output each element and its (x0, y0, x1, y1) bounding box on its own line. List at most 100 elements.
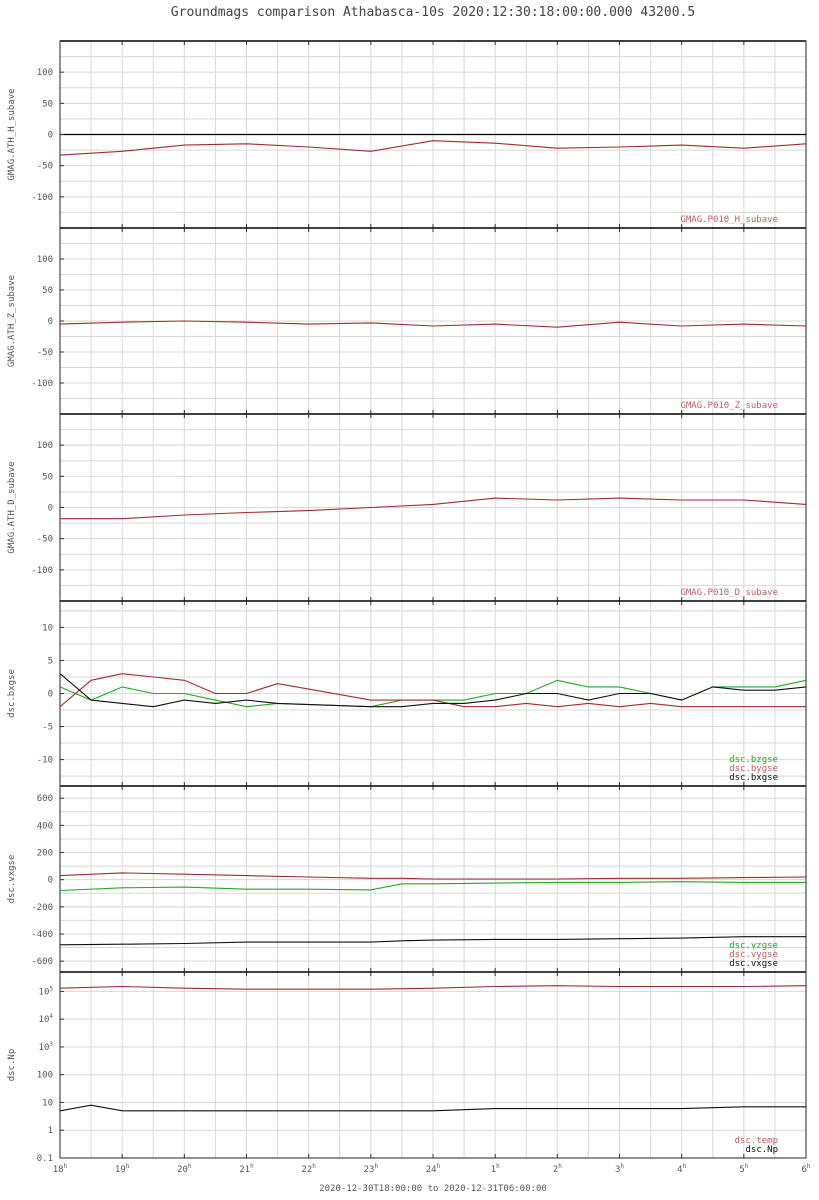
y-tick-label: 0 (48, 317, 53, 327)
y-tick-label: -10 (37, 756, 53, 766)
legend-entry: GMAG.P010_D_subave (680, 588, 778, 598)
y-tick-label: -100 (31, 379, 53, 389)
y-tick-label: 105 (39, 985, 54, 997)
y-tick-label: 10 (42, 623, 53, 633)
series-line-dsc-vzgse (60, 881, 806, 892)
legend-entry: dsc.temp (735, 1136, 778, 1146)
y-tick-label: -100 (31, 566, 53, 576)
series-line-dsc-np (60, 1104, 806, 1112)
series-line-gmag-p010-d-subave (60, 497, 806, 520)
y-tick-label: 600 (37, 794, 53, 804)
panel-4: 1050-5-10dsc.bxgsedsc.bzgsedsc.bygsedsc.… (7, 600, 807, 787)
x-tick-suffix: h (126, 1163, 130, 1170)
x-tick-suffix: h (374, 1163, 378, 1170)
series-line-dsc-vygse (60, 872, 806, 880)
y-tick-label: 0.1 (37, 1154, 53, 1164)
legend-entry: dsc.bygse (729, 764, 778, 774)
y-tick-exponent: 4 (49, 1013, 53, 1020)
x-tick-label: 23h (364, 1163, 379, 1175)
panel-2: 100 50 0 -50 -100 GMAG.ATH_Z_subave GMAG.P010_… (7, 227, 807, 415)
y-tick-label: 0 (48, 131, 53, 141)
legend-entry: GMAG.P010_Z_subave (680, 401, 778, 411)
legend-entry: dsc.bzgse (729, 755, 778, 765)
x-axis-label: 2020-12-30T18:00:00 to 2020-12-31T06:00:… (319, 1184, 547, 1194)
panels: 100500-50-100GMAG.ATH_H_subaveGMAG.P010_… (7, 40, 811, 1175)
y-tick-label: 0 (48, 504, 53, 514)
series-line-dsc-vxgse (60, 936, 806, 946)
y-tick-label: 100 (37, 441, 53, 451)
y-tick-label: -5 (42, 723, 53, 733)
series-line-dsc-bygse (60, 673, 806, 708)
x-tick-suffix: h (188, 1163, 192, 1170)
y-tick-label: 0 (48, 690, 53, 700)
legend-entry: dsc.bxgse (729, 773, 778, 783)
y-tick-exponent: 3 (49, 1041, 53, 1048)
x-tick-label: 5h (739, 1163, 748, 1175)
panel-5: 600 400 200 0 -200 -400 -600 dsc.vxgse dsc.vzgse… (7, 785, 807, 973)
legend-entry: dsc.vzgse (729, 941, 778, 951)
y-tick-label: 103 (39, 1041, 54, 1053)
y-axis-label: GMAG.ATH_H_subave (7, 88, 17, 180)
legend-entry: dsc.vxgse (729, 959, 778, 969)
panel-1: 100 50 0 -50 -100 GMAG.ATH_H_subave GMAG.P010_… (7, 40, 807, 229)
y-tick-label: 50 (42, 99, 53, 109)
y-tick-label: 104 (39, 1013, 54, 1025)
y-tick-label: 200 (37, 849, 53, 859)
x-tick-label: 18h (53, 1163, 68, 1175)
y-tick-label: -600 (31, 957, 53, 967)
y-tick-label: 50 (42, 472, 53, 482)
x-tick-label: 21h (239, 1163, 254, 1175)
y-tick-label: 1 (48, 1126, 53, 1136)
y-tick-label: 100 (37, 68, 53, 78)
series-line-gmag-p010-z-subave (60, 320, 806, 328)
y-axis-label: dsc.vxgse (7, 855, 17, 904)
legend-entry: GMAG.P010_H_subave (680, 215, 778, 225)
x-tick-suffix: h (558, 1163, 562, 1170)
x-tick-suffix: h (437, 1163, 441, 1170)
y-tick-label: -50 (37, 348, 53, 358)
x-tick-suffix: h (620, 1163, 624, 1170)
y-axis-label: dsc.bxgse (7, 669, 17, 718)
series-line-dsc-temp (60, 985, 806, 990)
x-tick-label: 24h (426, 1163, 441, 1175)
y-tick-label: -100 (31, 193, 53, 203)
x-tick-suffix: h (64, 1163, 68, 1170)
y-tick-label: 5 (48, 656, 53, 666)
x-tick-suffix: h (807, 1163, 811, 1170)
x-tick-label: 2h (553, 1163, 562, 1175)
x-tick-label: 20h (177, 1163, 192, 1175)
y-tick-label: -400 (31, 930, 53, 940)
series-line-dsc-bxgse (60, 673, 806, 708)
y-tick-label: 50 (42, 286, 53, 296)
y-tick-label: 100 (37, 1071, 53, 1081)
x-tick-suffix: h (496, 1163, 500, 1170)
panel-3: 100 50 0 -50 -100 GMAG.ATH_D_subave GMAG.P010_… (7, 413, 807, 602)
series-line-gmag-p010-h-subave (60, 140, 806, 156)
chart-title: Groundmags comparison Athabasca-10s 2020… (171, 5, 695, 20)
x-tick-label: 19h (115, 1163, 130, 1175)
x-tick-suffix: h (683, 1163, 687, 1170)
x-tick-suffix: h (312, 1163, 316, 1170)
x-tick-suffix: h (250, 1163, 254, 1170)
x-tick-label: 22h (301, 1163, 316, 1175)
x-tick-label: 3h (615, 1163, 624, 1175)
y-axis-label: GMAG.ATH_Z_subave (7, 275, 17, 367)
y-axis-label: GMAG.ATH_D_subave (7, 461, 17, 553)
legend-entry: dsc.vygse (729, 950, 778, 960)
x-tick-label: 6h (801, 1163, 810, 1175)
y-tick-label: 100 (37, 255, 53, 265)
x-tick-label: 4h (677, 1163, 686, 1175)
legend-entry: dsc.Np (745, 1145, 778, 1155)
y-tick-label: -50 (37, 162, 53, 172)
y-axis-label: dsc.Np (7, 1049, 17, 1082)
y-tick-label: -50 (37, 535, 53, 545)
y-tick-exponent: 5 (49, 985, 53, 992)
x-tick-label: 1h (491, 1163, 500, 1175)
y-tick-label: 400 (37, 821, 53, 831)
y-tick-label: 10 (42, 1098, 53, 1108)
y-tick-label: 0 (48, 876, 53, 886)
y-tick-label: -200 (31, 903, 53, 913)
x-tick-suffix: h (745, 1163, 749, 1170)
